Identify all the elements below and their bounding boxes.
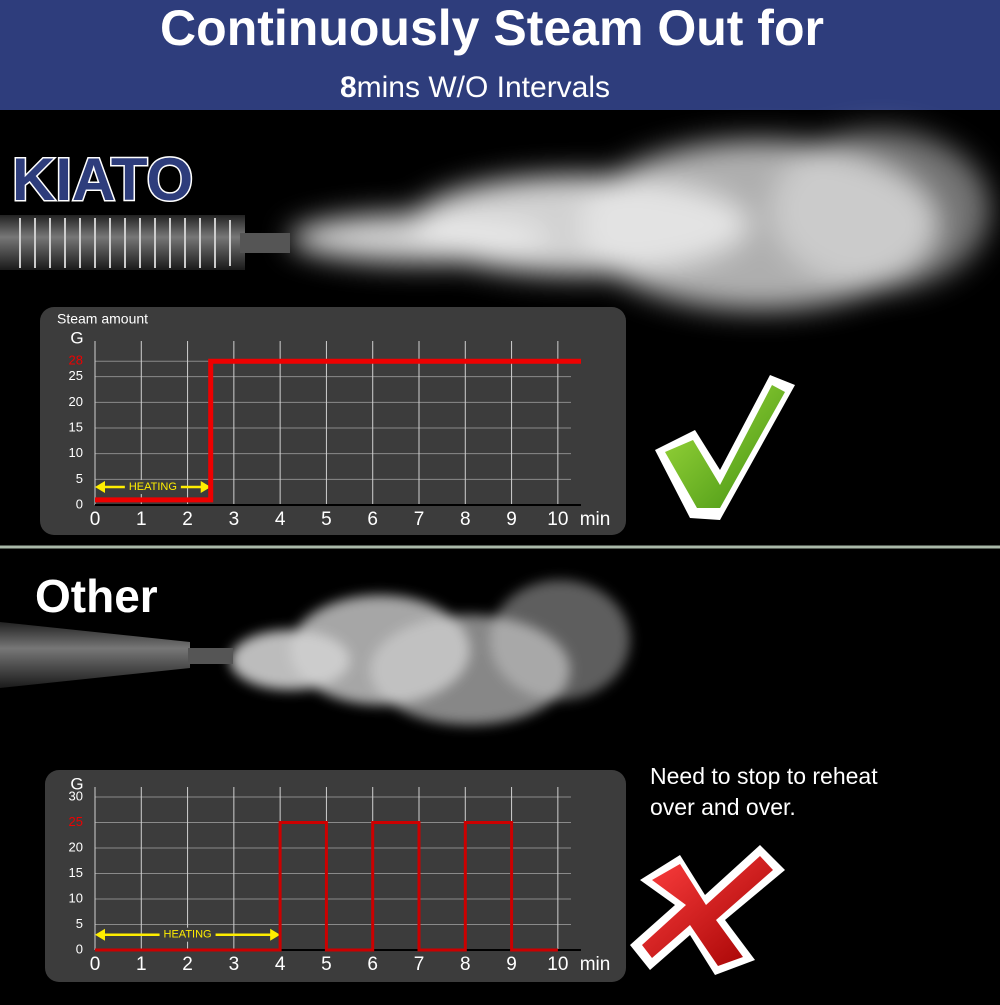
x-tick-label: 8 xyxy=(460,954,471,975)
x-tick-label: 2 xyxy=(182,509,193,530)
x-tick-label: 10 xyxy=(547,509,568,530)
steam-top xyxy=(290,130,990,310)
x-tick-label: 10 xyxy=(547,954,568,975)
arrow-head xyxy=(95,928,105,941)
x-tick-label: 0 xyxy=(90,509,101,530)
y-tick-label: 20 xyxy=(69,394,83,409)
y-tick-label: 10 xyxy=(69,445,83,460)
x-tick-label: 8 xyxy=(460,509,471,530)
cross-mark xyxy=(630,845,785,975)
x-tick-label: 7 xyxy=(414,509,425,530)
y-axis-label: G xyxy=(70,328,83,347)
x-tick-label: 1 xyxy=(136,509,147,530)
y-tick-label: 15 xyxy=(69,865,83,880)
y-tick-label: 0 xyxy=(76,941,83,956)
data-line xyxy=(95,821,558,952)
x-tick-label: 6 xyxy=(367,509,378,530)
brand: KIATO xyxy=(12,146,193,213)
x-tick-label: 9 xyxy=(506,954,517,975)
header-band xyxy=(0,0,1000,110)
x-tick-label: 0 xyxy=(90,954,101,975)
chart-title: Steam amount xyxy=(57,311,148,327)
note-text: Need to stop to reheat xyxy=(650,763,878,789)
y-tick-label: 20 xyxy=(69,839,83,854)
annotation-bg xyxy=(159,927,216,942)
arrow-head xyxy=(270,928,281,941)
subtitle-number: 8 xyxy=(340,71,357,104)
x-tick-label: 4 xyxy=(275,954,286,975)
y-tick-label: 25 xyxy=(69,368,83,383)
x-axis-label: min xyxy=(580,509,611,530)
x-tick-label: 5 xyxy=(321,509,332,530)
header-title: Continuously Steam Out for xyxy=(160,0,824,56)
data-line xyxy=(95,358,581,503)
y-tick-label: 5 xyxy=(76,916,83,931)
x-tick-label: 2 xyxy=(182,954,193,975)
subtitle-text: mins W/O Intervals xyxy=(357,71,610,104)
x-tick-label: 7 xyxy=(414,954,425,975)
x-tick-label: 9 xyxy=(506,509,517,530)
x-axis-label: min xyxy=(580,954,611,975)
annotation-text: HEATING xyxy=(164,929,212,941)
arrow-head xyxy=(200,481,211,494)
x-tick-label: 3 xyxy=(229,954,240,975)
chart-panel xyxy=(40,307,626,535)
annotation-bg xyxy=(124,480,181,495)
y-tick-label: 25 xyxy=(69,814,83,829)
check-mark xyxy=(665,385,785,508)
y-tick-label: 5 xyxy=(76,471,83,486)
annotation-text: HEATING xyxy=(129,481,177,493)
x-tick-label: 1 xyxy=(136,954,147,975)
nozzle-bottom xyxy=(0,622,233,688)
arrow-head xyxy=(95,481,105,494)
x-tick-label: 6 xyxy=(367,954,378,975)
y-tick-label: 10 xyxy=(69,890,83,905)
x-tick-label: 3 xyxy=(229,509,240,530)
other-label: Other xyxy=(35,570,158,622)
x-tick-label: 5 xyxy=(321,954,332,975)
nozzle-top xyxy=(0,215,290,270)
steam-bottom xyxy=(230,580,630,725)
y-tick-label: 15 xyxy=(69,419,83,434)
header-subtitle: 8mins W/O Intervals xyxy=(340,71,610,104)
note: Need to stop to reheat over and over. xyxy=(650,763,878,820)
y-axis-label: G xyxy=(70,774,83,793)
note-text: over and over. xyxy=(650,794,796,820)
y-tick-label: 30 xyxy=(69,788,83,803)
y-tick-label: 28 xyxy=(69,353,83,368)
x-tick-label: 4 xyxy=(275,509,286,530)
y-tick-label: 0 xyxy=(76,496,83,511)
